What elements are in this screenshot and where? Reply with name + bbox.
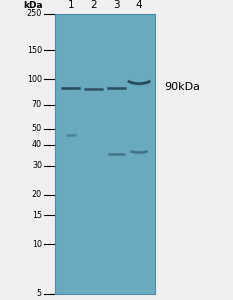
Text: 90kDa: 90kDa [164, 82, 200, 92]
Text: 1: 1 [67, 0, 74, 10]
Text: 10: 10 [32, 240, 42, 249]
Text: 70: 70 [32, 100, 42, 109]
Text: 30: 30 [32, 161, 42, 170]
Text: 3: 3 [113, 0, 120, 10]
Text: 4: 4 [136, 0, 142, 10]
Bar [55, 14, 155, 294]
Text: kDa: kDa [24, 1, 43, 10]
Text: 150: 150 [27, 46, 42, 55]
Text: 40: 40 [32, 140, 42, 149]
Text: 15: 15 [32, 211, 42, 220]
Text: 50: 50 [32, 124, 42, 134]
Text: 20: 20 [32, 190, 42, 199]
Text: 100: 100 [27, 75, 42, 84]
Text: 250: 250 [27, 9, 42, 18]
Text: 5: 5 [37, 290, 42, 298]
Text: 2: 2 [90, 0, 97, 10]
